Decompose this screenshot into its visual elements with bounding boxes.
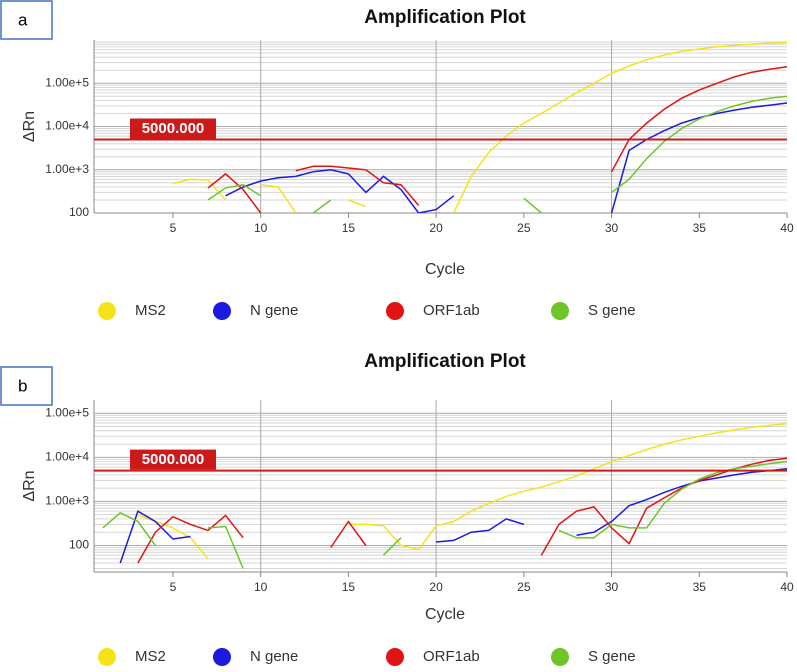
legend-marker: [386, 648, 404, 666]
chart-title: Amplification Plot: [364, 351, 526, 372]
panel: a Amplification Plot 100 1.00e+3 1.00e+4 1.00…: [0, 0, 794, 320]
threshold-label: 5000.000: [142, 451, 205, 468]
y-tick-label: 1.00e+5: [45, 75, 89, 89]
legend-marker: [98, 648, 116, 666]
series-group: [172, 41, 787, 213]
x-tick-label: 30: [605, 580, 619, 594]
series-line: [225, 102, 787, 213]
y-tick-label: 1.00e+4: [45, 119, 89, 133]
x-tick-label: 40: [780, 580, 794, 594]
y-tick-label: 100: [69, 538, 89, 552]
x-axis-label: Cycle: [425, 261, 465, 278]
x-tick-label: 20: [429, 580, 443, 594]
legend-marker: [386, 302, 404, 320]
y-tick-label: 100: [69, 205, 89, 219]
panel-label: b: [18, 376, 27, 395]
x-tick-label: 10: [254, 221, 268, 235]
series-line: [137, 457, 787, 564]
legend-label: N gene: [250, 302, 298, 319]
x-tick-label: 35: [693, 580, 707, 594]
x-tick-label: 35: [693, 221, 707, 235]
legend-marker: [213, 302, 231, 320]
legend-label: MS2: [135, 648, 166, 665]
y-tick-label: 1.00e+3: [45, 162, 89, 176]
panel-label-box: [0, 366, 53, 406]
series-line: [207, 66, 787, 213]
panel: b Amplification Plot 100 1.00e+3 1.00e+4 1.00…: [0, 351, 794, 666]
chart-title: Amplification Plot: [364, 7, 526, 28]
threshold-label-box: [130, 118, 216, 139]
x-tick-label: 40: [780, 221, 794, 235]
series-group: [102, 422, 787, 569]
x-tick-label: 20: [429, 221, 443, 235]
legend-marker: [213, 648, 231, 666]
x-tick-label: 30: [605, 221, 619, 235]
y-tick-label: 1.00e+4: [45, 450, 89, 464]
x-axis-label: Cycle: [425, 606, 465, 623]
legend-marker: [98, 302, 116, 320]
x-tick-label: 5: [170, 580, 177, 594]
series-line: [137, 422, 787, 560]
series-line: [102, 460, 787, 569]
x-tick-label: 25: [517, 580, 531, 594]
threshold-label-box: [130, 449, 216, 470]
y-tick-label: 1.00e+5: [45, 405, 89, 419]
panel-label: a: [18, 10, 28, 29]
threshold-label: 5000.000: [142, 120, 205, 137]
legend-marker: [551, 648, 569, 666]
legend-label: MS2: [135, 302, 166, 319]
legend-label: ORF1ab: [423, 302, 480, 319]
x-tick-label: 5: [170, 221, 177, 235]
series-line: [172, 41, 787, 213]
legend-label: S gene: [588, 302, 636, 319]
x-tick-label: 10: [254, 580, 268, 594]
x-tick-label: 15: [342, 221, 356, 235]
series-line: [207, 95, 787, 213]
legend-marker: [551, 302, 569, 320]
y-axis-label: ΔRn: [21, 470, 38, 501]
series-line: [119, 468, 787, 564]
y-tick-label: 1.00e+3: [45, 494, 89, 508]
y-axis-label: ΔRn: [21, 111, 38, 142]
legend-label: ORF1ab: [423, 648, 480, 665]
x-tick-label: 25: [517, 221, 531, 235]
legend-label: N gene: [250, 648, 298, 665]
x-tick-label: 15: [342, 580, 356, 594]
legend-label: S gene: [588, 648, 636, 665]
panel-label-box: [0, 0, 53, 40]
